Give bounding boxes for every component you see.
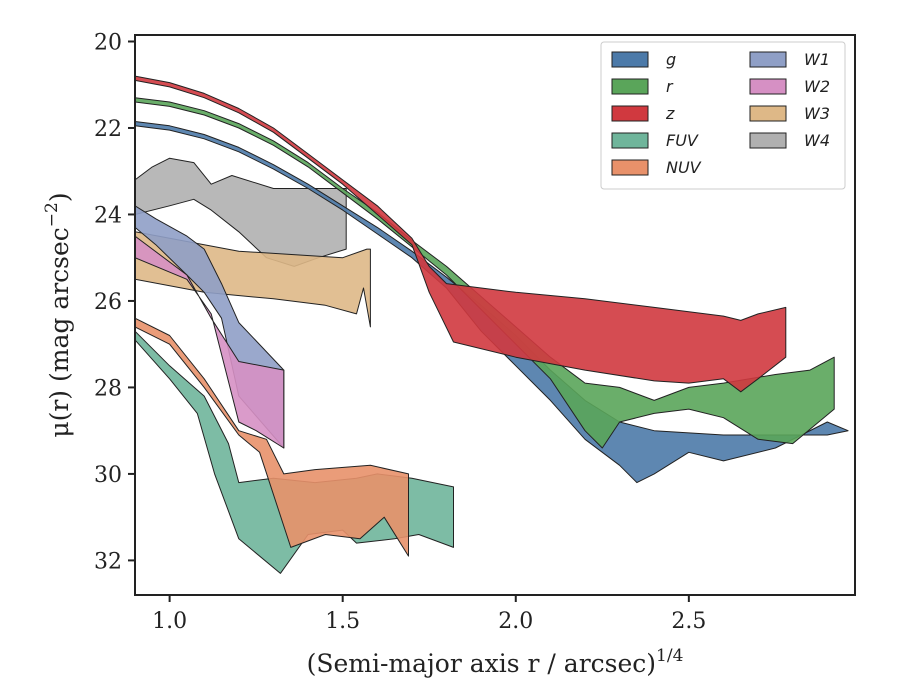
legend-swatch-w1 <box>749 51 787 68</box>
axis-ticks: 1.0 1.5 2.0 2.5 20 22 24 26 28 30 32 <box>94 30 706 634</box>
y-tick-label: 26 <box>94 290 122 315</box>
y-axis-label-main: μ(r) (mag arcsec <box>45 227 74 437</box>
band-w2 <box>135 235 285 449</box>
legend-swatch-w2 <box>749 78 787 95</box>
x-tick-label: 1.5 <box>325 609 360 634</box>
legend: grz FUV NUV W1 W2 W3 W4 <box>600 41 846 190</box>
band-z <box>135 75 787 393</box>
band-g <box>135 121 849 484</box>
y-tick-label: 22 <box>94 117 122 142</box>
plot-area <box>135 75 849 574</box>
x-axis-label: (Semi-major axis r / arcsec)1/4 <box>307 646 684 678</box>
x-tick-label: 2.0 <box>498 609 533 634</box>
band-nuv <box>135 317 409 557</box>
legend-label-fuv: FUV <box>666 131 699 150</box>
y-axis-label-close: ) <box>45 192 74 202</box>
x-tick-label: 1.0 <box>152 609 187 634</box>
axes-frame <box>134 34 856 596</box>
y-tick-label: 30 <box>94 463 122 488</box>
band-w4 <box>135 157 347 267</box>
legend-swatch-nuv <box>611 159 649 176</box>
legend-swatch-r <box>611 78 649 95</box>
legend-swatch-w3 <box>749 105 787 122</box>
legend-label-z: z <box>665 104 675 123</box>
legend-label-w1: W1 <box>804 50 830 69</box>
legend-label-w2: W2 <box>804 77 830 96</box>
x-axis-label-superscript: 1/4 <box>656 646 683 666</box>
x-tick-label: 2.5 <box>671 609 706 634</box>
legend-label-w4: W4 <box>804 131 830 150</box>
y-axis-label: μ(r) (mag arcsec−2) <box>42 192 74 437</box>
y-axis-label-superscript: −2 <box>42 202 62 227</box>
legend-label-g: g <box>666 50 676 69</box>
legend-swatch-g <box>611 51 649 68</box>
x-axis-label-main: (Semi-major axis r / arcsec) <box>307 649 656 678</box>
legend-swatch-z <box>611 105 649 122</box>
legend-label-w3: W3 <box>804 104 830 123</box>
y-tick-label: 20 <box>94 30 122 55</box>
y-tick-label: 28 <box>94 376 122 401</box>
legend-label-r: r <box>666 77 674 96</box>
y-tick-label: 32 <box>94 549 122 574</box>
y-tick-label: 24 <box>94 203 122 228</box>
legend-swatch-fuv <box>611 132 649 149</box>
legend-swatch-w4 <box>749 132 787 149</box>
legend-label-nuv: NUV <box>666 158 702 177</box>
